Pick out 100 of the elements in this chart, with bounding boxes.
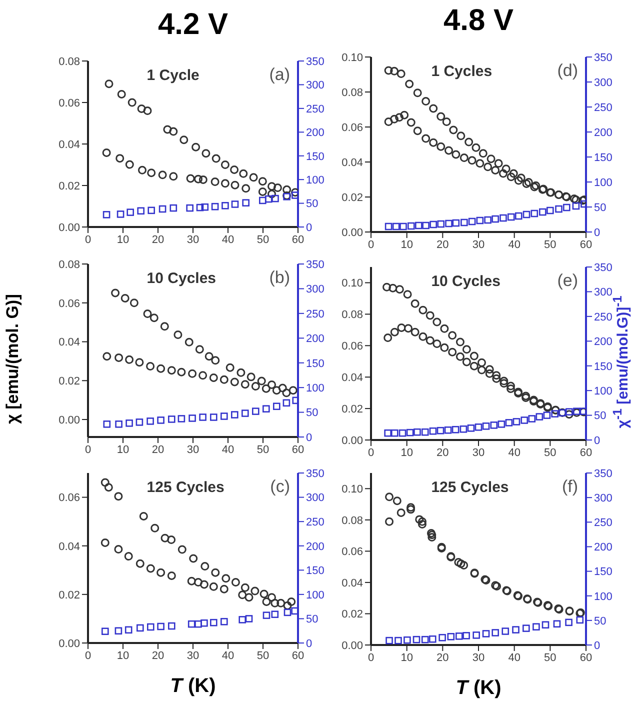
- y-tick-label: 0.06: [58, 298, 80, 310]
- annotation: (b): [269, 268, 290, 288]
- x-tick-label: 0: [84, 650, 92, 662]
- x-tick-label: 40: [222, 444, 234, 456]
- y2-tick-label: 100: [594, 385, 612, 398]
- x-tick-label: 30: [186, 234, 200, 246]
- x-tick-label: 0: [368, 238, 374, 251]
- x-tick-label: 40: [508, 238, 520, 251]
- x-tick-label: 20: [152, 650, 164, 662]
- x-axis-title: T (K): [454, 677, 502, 700]
- y-tick-label: 0.04: [342, 372, 363, 384]
- chart-title: 4.2 V: [156, 8, 230, 42]
- y-tick-label: 0.06: [58, 492, 80, 504]
- y-tick-label: 0.02: [342, 192, 363, 204]
- y2-tick-label: 300: [306, 284, 324, 296]
- annotation: (c): [270, 477, 290, 497]
- x-tick-label: 20: [436, 238, 449, 251]
- x-tick-label: 50: [256, 444, 270, 456]
- y2-tick-label: 50: [306, 407, 318, 420]
- y2-tick-label: 300: [594, 492, 612, 504]
- x-tick-label: 20: [152, 234, 164, 246]
- y-tick-label: 0.08: [342, 514, 363, 527]
- y-tick-label: 0.10: [342, 484, 363, 496]
- y-tick-label: 0.06: [342, 546, 363, 558]
- x-tick-label: 10: [400, 652, 413, 664]
- x-tick-label: 30: [472, 652, 485, 664]
- y2-tick-label: 0: [306, 432, 312, 444]
- y-tick-label: 0.00: [58, 414, 80, 426]
- y2-tick-label: 150: [306, 565, 324, 578]
- x-tick-label: 50: [544, 652, 556, 664]
- y-tick-label: 0.02: [58, 376, 80, 388]
- y-tick-label: 0.04: [58, 138, 80, 151]
- x-tick-label: 50: [544, 446, 556, 459]
- x-tick-label: 40: [508, 446, 520, 459]
- y2-tick-label: 200: [594, 336, 612, 348]
- y2-tick-label: 200: [306, 127, 324, 140]
- y-tick-label: 0.08: [342, 309, 363, 322]
- y2-tick-label: 0: [306, 638, 312, 650]
- y2-tick-label: 100: [306, 382, 324, 394]
- y2-tick-label: 300: [306, 80, 324, 92]
- y2-tick-label: 50: [594, 202, 606, 214]
- y-axis-title: χ [emu/(mol. G)]: [3, 294, 23, 424]
- x-tick-label: 50: [256, 650, 270, 662]
- y-tick-label: 0.04: [342, 156, 363, 169]
- x-tick-label: 10: [116, 234, 130, 246]
- y2-tick-label: 300: [594, 286, 612, 299]
- y-tick-label: 0.04: [58, 336, 80, 349]
- x-axis-title: T (K): [169, 675, 217, 698]
- y-tick-label: 0.02: [58, 589, 80, 602]
- x-tick-label: 50: [544, 238, 556, 251]
- y2-tick-label: 50: [306, 198, 318, 210]
- annotation: 125 Cycles: [146, 479, 224, 496]
- x-tick-label: 0: [84, 234, 92, 246]
- y2-tick-label: 150: [594, 360, 612, 373]
- y2-tick-label: 250: [594, 517, 612, 530]
- y2-tick-label: 150: [306, 150, 324, 163]
- x-tick-label: 30: [186, 650, 200, 662]
- y2-tick-label: 200: [306, 540, 324, 553]
- y2-tick-label: 350: [594, 262, 612, 274]
- y2-tick-label: 50: [594, 615, 606, 628]
- x-tick-label: 10: [116, 650, 130, 662]
- y2-tick-label: 50: [594, 410, 606, 422]
- y2-tick-label: 200: [594, 542, 612, 554]
- x-tick-label: 60: [580, 238, 592, 251]
- y2-tick-label: 150: [306, 358, 324, 370]
- y2-tick-label: 350: [306, 258, 324, 271]
- y-tick-label: 0.04: [58, 540, 80, 553]
- y-tick-label: 0.00: [342, 640, 363, 652]
- annotation: 10 Cycles: [146, 270, 216, 287]
- y-tick-label: 0.04: [342, 577, 363, 590]
- y2-tick-label: 150: [594, 152, 612, 164]
- x-tick-label: 20: [436, 652, 449, 664]
- y2-tick-label: 350: [594, 468, 612, 480]
- y-tick-label: 0.00: [58, 222, 80, 234]
- x-tick-label: 0: [368, 446, 374, 459]
- y2-tick-label: 200: [594, 126, 612, 139]
- y2-tick-label: 100: [306, 589, 324, 602]
- x-tick-label: 30: [472, 238, 485, 251]
- annotation: (a): [269, 65, 290, 85]
- x-tick-label: 60: [292, 650, 304, 662]
- y2-tick-label: 50: [306, 614, 318, 626]
- y-tick-label: 0.00: [342, 226, 363, 239]
- x-tick-label: 60: [292, 444, 304, 456]
- x-tick-label: 50: [256, 234, 270, 246]
- annotation: 1 Cycle: [146, 67, 200, 84]
- y-tick-label: 0.06: [342, 122, 363, 134]
- y-tick-label: 0.02: [342, 608, 363, 621]
- y-tick-label: 0.06: [342, 340, 363, 353]
- x-tick-label: 60: [580, 446, 592, 459]
- y2-tick-label: 350: [306, 56, 324, 68]
- y2-tick-label: 0: [594, 434, 600, 447]
- x-tick-label: 0: [368, 652, 374, 664]
- y2-tick-label: 300: [306, 492, 324, 504]
- y2-tick-label: 100: [594, 176, 612, 189]
- x-tick-label: 40: [222, 234, 234, 246]
- x-tick-label: 10: [400, 238, 413, 251]
- y-tick-label: 0.10: [342, 52, 363, 64]
- x-tick-label: 40: [222, 650, 234, 662]
- y-tick-label: 0.08: [342, 86, 363, 99]
- y2-tick-label: 150: [594, 566, 612, 578]
